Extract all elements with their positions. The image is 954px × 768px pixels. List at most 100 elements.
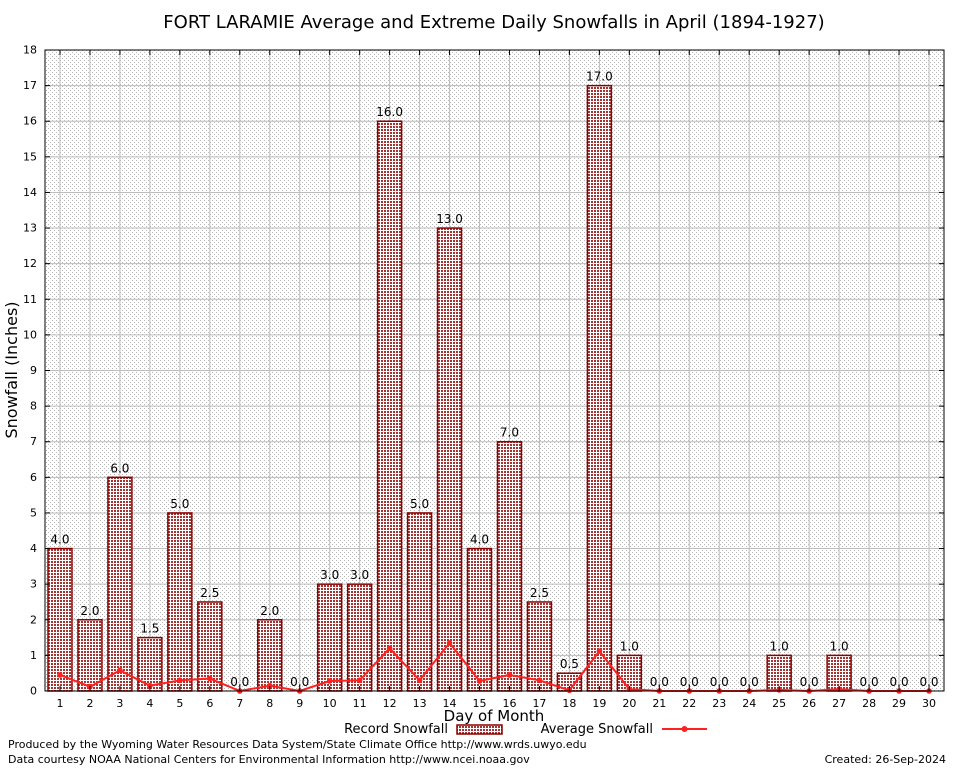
x-tick-label: 17 <box>532 697 546 710</box>
bar-value-label: 1.0 <box>620 639 639 653</box>
x-tick-label: 23 <box>712 697 726 710</box>
y-tick-label: 2 <box>30 613 37 626</box>
average-snowfall-point <box>416 677 423 684</box>
y-tick-label: 14 <box>23 186 37 199</box>
average-snowfall-point <box>596 648 603 654</box>
bar-value-label: 0.0 <box>650 675 669 689</box>
record-snowfall-bar <box>766 654 792 692</box>
record-snowfall-bar <box>107 476 133 692</box>
average-snowfall-point <box>57 672 63 678</box>
x-tick-label: 9 <box>296 697 303 710</box>
y-tick-label: 16 <box>23 115 37 128</box>
y-tick-label: 10 <box>23 328 37 341</box>
legend-average-marker <box>681 726 688 732</box>
record-snowfall-bar <box>77 619 103 692</box>
record-snowfall-bar <box>586 84 613 692</box>
bar-value-label: 13.0 <box>436 212 463 226</box>
average-snowfall-line <box>59 641 930 693</box>
bar-value-label: 0.0 <box>710 675 729 689</box>
x-tick-label: 28 <box>862 697 876 710</box>
record-snowfall-bar <box>436 227 463 692</box>
average-snowfall-point <box>147 682 153 689</box>
legend-average-label: Average Snowfall <box>541 722 653 737</box>
x-tick-label: 21 <box>652 697 666 710</box>
x-tick-label: 5 <box>176 697 183 710</box>
data-courtesy-text: Data courtesy NOAA National Centers for … <box>8 753 530 766</box>
y-tick-label: 11 <box>23 293 37 306</box>
y-tick-label: 6 <box>30 471 37 484</box>
y-axis-label: Snowfall (Inches) <box>2 301 21 438</box>
bar-value-label: 2.5 <box>530 586 549 600</box>
average-snowfall-point <box>207 675 213 682</box>
legend-record-label: Record Snowfall <box>344 722 448 737</box>
record-snowfall-bar <box>257 619 283 692</box>
average-snowfall-point <box>506 672 513 678</box>
y-tick-label: 12 <box>23 257 37 270</box>
bar-value-label: 0.0 <box>860 675 879 689</box>
average-snowfall-point <box>177 677 183 684</box>
bar-value-label: 0.0 <box>800 675 819 689</box>
record-snowfall-bar <box>167 512 193 692</box>
bar-value-label: 3.0 <box>350 568 369 582</box>
record-snowfall-bar <box>316 583 343 692</box>
record-snowfall-bar <box>496 440 523 692</box>
x-tick-label: 24 <box>742 697 756 710</box>
average-snowfall-point <box>386 645 393 652</box>
x-tick-label: 14 <box>443 697 457 710</box>
plot-border <box>44 49 945 692</box>
x-tick-label: 26 <box>802 697 816 710</box>
bar-value-label: 4.0 <box>50 533 69 547</box>
record-snowfall-bar <box>616 654 643 692</box>
legend-record-swatch <box>456 724 503 735</box>
record-snowfall-bar <box>376 120 403 692</box>
x-tick-label: 25 <box>772 697 786 710</box>
bar-value-label: 0.0 <box>290 675 309 689</box>
record-snowfall-bar <box>406 512 433 692</box>
y-tick-label: 13 <box>23 222 37 235</box>
record-snowfall-bar <box>826 654 852 692</box>
x-tick-label: 12 <box>383 697 397 710</box>
y-tick-label: 4 <box>30 542 37 555</box>
x-tick-label: 10 <box>323 697 337 710</box>
average-snowfall-point <box>326 678 333 684</box>
x-tick-label: 13 <box>413 697 427 710</box>
bar-value-label: 2.5 <box>200 586 219 600</box>
x-tick-label: 19 <box>592 697 606 710</box>
average-snowfall-point <box>356 677 363 684</box>
bar-value-label: 0.0 <box>680 675 699 689</box>
bar-value-label: 4.0 <box>470 533 489 547</box>
x-tick-label: 30 <box>922 697 936 710</box>
created-date-text: Created: 26-Sep-2024 <box>824 753 946 766</box>
x-tick-label: 29 <box>892 697 906 710</box>
bar-value-label: 3.0 <box>320 568 339 582</box>
average-snowfall-point <box>446 640 453 646</box>
bar-value-label: 6.0 <box>110 461 129 475</box>
average-snowfall-point <box>536 677 543 684</box>
average-snowfall-point <box>117 667 123 674</box>
bar-value-label: 1.5 <box>140 622 159 636</box>
bar-value-label: 17.0 <box>586 70 613 84</box>
produced-by-text: Produced by the Wyoming Water Resources … <box>8 738 587 751</box>
x-tick-label: 18 <box>562 697 576 710</box>
x-tick-label: 11 <box>353 697 367 710</box>
bar-value-label: 0.5 <box>560 657 579 671</box>
bar-value-label: 0.0 <box>740 675 759 689</box>
bar-value-label: 1.0 <box>830 639 849 653</box>
x-tick-label: 1 <box>56 697 63 710</box>
x-axis-label: Day of Month <box>444 707 545 725</box>
y-tick-label: 18 <box>23 44 37 57</box>
y-tick-label: 15 <box>23 150 37 163</box>
y-tick-label: 1 <box>30 649 37 662</box>
record-snowfall-bar <box>346 583 373 692</box>
x-tick-label: 15 <box>473 697 487 710</box>
bar-value-label: 1.0 <box>770 639 789 653</box>
average-snowfall-point <box>476 678 483 684</box>
bar-value-label: 5.0 <box>410 497 429 511</box>
x-tick-label: 16 <box>502 697 516 710</box>
bar-value-label: 0.0 <box>890 675 909 689</box>
bar-value-label: 2.0 <box>260 604 279 618</box>
bar-value-label: 16.0 <box>376 105 403 119</box>
x-tick-label: 6 <box>206 697 213 710</box>
